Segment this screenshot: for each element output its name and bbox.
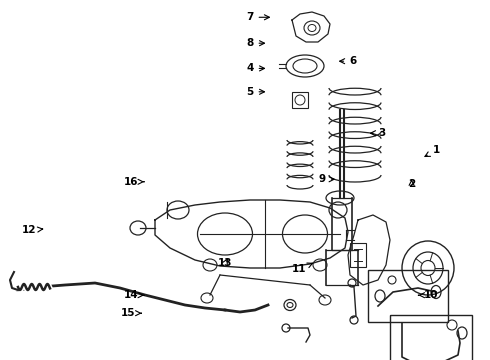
Text: 2: 2 <box>408 179 415 189</box>
Bar <box>292 92 308 108</box>
Bar <box>368 270 448 322</box>
Text: 11: 11 <box>292 263 313 274</box>
Text: 3: 3 <box>370 128 386 138</box>
Bar <box>390 315 472 360</box>
Text: 7: 7 <box>246 12 270 22</box>
Text: 16: 16 <box>124 177 144 187</box>
Text: 10: 10 <box>418 290 439 300</box>
Text: 4: 4 <box>246 63 265 73</box>
Text: 9: 9 <box>319 174 334 184</box>
Text: 6: 6 <box>340 56 356 66</box>
Text: 5: 5 <box>246 87 265 97</box>
Text: 15: 15 <box>121 308 141 318</box>
Text: 13: 13 <box>218 258 233 268</box>
Text: 14: 14 <box>124 290 144 300</box>
Text: 12: 12 <box>22 225 43 235</box>
Bar <box>350 243 366 267</box>
Text: 8: 8 <box>246 38 265 48</box>
Text: 1: 1 <box>425 145 440 157</box>
